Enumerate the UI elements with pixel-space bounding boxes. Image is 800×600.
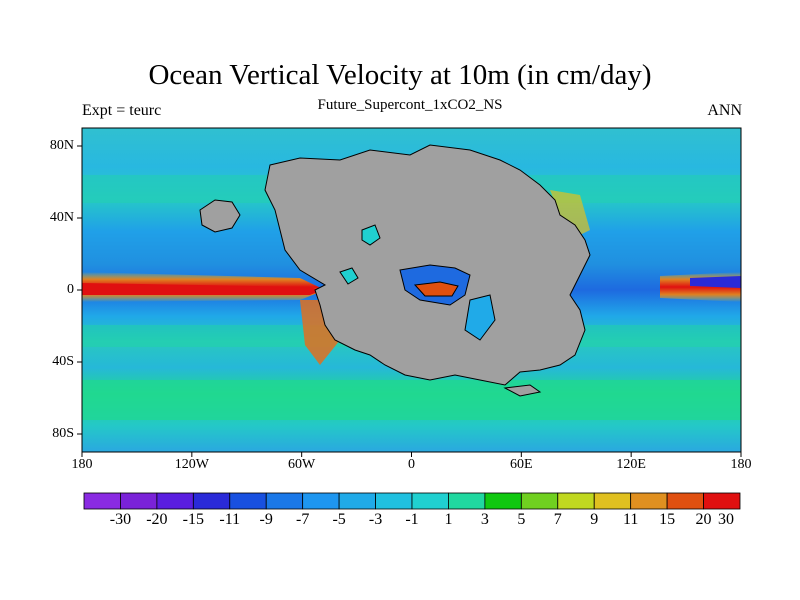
colorbar-swatch <box>375 492 413 510</box>
colorbar-swatch <box>338 492 376 510</box>
colorbar-label: 30 <box>718 511 734 528</box>
colorbar-label: 7 <box>553 511 562 528</box>
x-tick-label: 120W <box>174 457 209 472</box>
x-tick-label: 180 <box>730 457 752 472</box>
x-tick-label: 120E <box>616 457 646 472</box>
colorbar-swatch <box>484 492 522 510</box>
y-tick-label: 80S <box>52 426 74 441</box>
colorbar-swatch <box>448 492 486 510</box>
colorbar-swatch <box>192 492 231 510</box>
x-tick-label: 0 <box>408 457 415 472</box>
equatorial-downwelling-east <box>690 276 741 288</box>
colorbar-label: 11 <box>622 511 639 528</box>
colorbar-swatch <box>411 492 449 510</box>
southern-upwelling-band <box>82 380 741 420</box>
inland-sea-red <box>413 281 459 297</box>
colorbar-swatch <box>229 492 267 510</box>
colorbar-label: -20 <box>146 511 168 528</box>
colorbar-swatch <box>666 492 704 510</box>
colorbar-swatch <box>703 492 741 510</box>
x-tick-label: 60W <box>288 457 316 472</box>
colorbar-label: 3 <box>480 511 489 528</box>
colorbar-swatch <box>593 492 632 510</box>
colorbar-swatch <box>83 492 121 510</box>
colorbar-swatch <box>302 492 340 510</box>
colorbar-swatch <box>520 492 559 510</box>
colorbar-label: -9 <box>259 511 273 528</box>
colorbar-label: -30 <box>109 511 132 528</box>
y-tick-label: 0 <box>67 282 74 297</box>
colorbar <box>83 492 741 510</box>
equatorial-core-west <box>82 283 320 295</box>
y-tick-label: 80N <box>49 138 74 153</box>
axis-ticks <box>77 145 742 457</box>
colorbar-swatch <box>156 492 194 510</box>
season-label: ANN <box>707 102 742 119</box>
map-field <box>82 128 741 452</box>
colorbar-label: 9 <box>590 511 599 528</box>
island-northwest <box>199 199 241 233</box>
south-island <box>503 384 542 397</box>
colorbar-label: -15 <box>182 511 204 528</box>
y-tick-label: 40N <box>49 210 74 225</box>
colorbar-label: 15 <box>659 511 676 528</box>
x-tick-label: 60E <box>510 457 533 472</box>
colorbar-label: -11 <box>219 511 241 528</box>
colorbar-label: -5 <box>332 511 346 528</box>
chart-subtitle: Future_Supercont_1xCO2_NS <box>317 97 503 113</box>
colorbar-label: 20 <box>695 511 712 528</box>
southern-bay <box>464 294 496 341</box>
colorbar-swatch <box>265 492 304 510</box>
colorbar-label: -3 <box>368 511 383 528</box>
colorbar-swatch <box>120 492 158 510</box>
colorbar-label: -1 <box>405 511 419 528</box>
colorbar-swatch <box>557 492 595 510</box>
x-tick-label: 180 <box>71 457 93 472</box>
inland-lake-west <box>339 267 359 285</box>
inland-lake-north <box>361 224 381 246</box>
experiment-label: Expt = teurc <box>82 102 162 119</box>
colorbar-swatch <box>630 492 668 510</box>
colorbar-label: -7 <box>295 511 310 528</box>
colorbar-label: 1 <box>444 511 453 528</box>
coastal-upwelling-north <box>550 190 590 240</box>
chart-title: Ocean Vertical Velocity at 10m (in cm/da… <box>148 59 652 91</box>
y-tick-label: 40S <box>52 354 74 369</box>
colorbar-label: 5 <box>517 511 526 528</box>
